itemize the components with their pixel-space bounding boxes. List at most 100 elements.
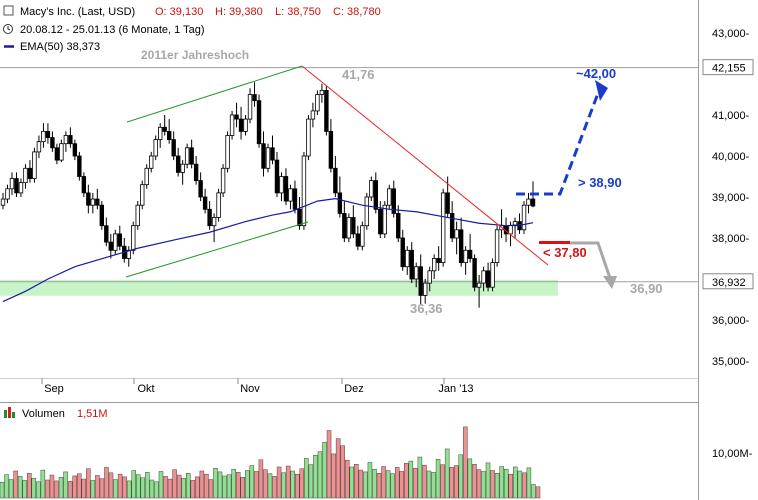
- volume-bar: [22, 480, 27, 499]
- volume-bar: [335, 438, 341, 499]
- volume-bar: [108, 472, 114, 499]
- volume-bar: [90, 480, 96, 499]
- volume-bar: [113, 479, 118, 499]
- volume-bar: [258, 459, 264, 499]
- volume-bar: [304, 458, 309, 499]
- candle: [243, 115, 248, 136]
- volume-bar: [0, 482, 5, 499]
- candle: [149, 151, 154, 173]
- volume-bar: [76, 473, 82, 499]
- candle: [391, 180, 396, 218]
- candle: [41, 123, 46, 148]
- chart-frame: [0, 0, 699, 500]
- volume-bar: [372, 468, 377, 499]
- volume-bar: [190, 480, 196, 499]
- volume-bar: [145, 472, 150, 499]
- volume-bar: [231, 468, 236, 499]
- candle: [99, 201, 105, 230]
- candle: [126, 246, 131, 267]
- candle: [81, 172, 87, 197]
- candle: [225, 131, 230, 173]
- candle: [50, 131, 55, 152]
- volume-bar: [254, 471, 259, 499]
- volume-bar: [49, 474, 55, 499]
- candle: [382, 201, 387, 238]
- candle: [512, 217, 518, 238]
- volume-bar: [367, 462, 373, 499]
- volume-bar: [417, 456, 423, 499]
- breakdown-label: < 37,80: [543, 245, 587, 260]
- volume-bar: [72, 475, 77, 499]
- candle: [346, 213, 352, 243]
- candle: [0, 192, 6, 210]
- volume-bar: [381, 466, 386, 499]
- volume-bar: [27, 473, 32, 499]
- volume-bar: [163, 476, 168, 499]
- candle: [77, 151, 82, 181]
- gray-arrow-head: [603, 276, 617, 289]
- candle: [162, 115, 167, 136]
- volume-bar: [358, 469, 364, 499]
- candle: [283, 168, 289, 206]
- candle: [324, 86, 329, 136]
- volume-bar: [217, 471, 223, 499]
- candle: [292, 180, 298, 214]
- volume-bar: [104, 467, 109, 499]
- candle: [68, 127, 73, 148]
- volume-axis-label: 10,00M-: [712, 448, 753, 460]
- candle: [436, 246, 441, 271]
- candle: [427, 266, 432, 292]
- volume-bar: [235, 472, 241, 499]
- candle: [328, 119, 334, 173]
- candle: [499, 209, 504, 238]
- ema-legend: EMA(50) 38,373: [20, 41, 100, 53]
- ohlc-low: L: 38,750: [275, 6, 321, 18]
- candle: [265, 143, 271, 173]
- candle: [274, 151, 280, 197]
- candle: [369, 176, 374, 202]
- volume-bar: [81, 478, 87, 499]
- candle: [220, 164, 226, 197]
- volume-bar: [222, 475, 227, 499]
- volume-bar: [317, 451, 323, 499]
- y-tick-label: 41,000-: [712, 110, 750, 122]
- volume-bar: [204, 473, 209, 499]
- candle: [306, 115, 311, 161]
- candle: [315, 90, 320, 115]
- volume-bar: [522, 472, 527, 499]
- candle: [45, 123, 51, 144]
- volume-bar: [290, 470, 295, 499]
- candle: [418, 254, 423, 306]
- candle: [319, 83, 325, 103]
- volume-bar: [95, 475, 100, 499]
- volume-bar: [99, 478, 105, 499]
- volume-bar: [67, 481, 73, 499]
- candle: [423, 279, 428, 304]
- candle: [261, 131, 266, 177]
- candle: [288, 184, 293, 210]
- candle: [467, 233, 473, 263]
- volume-bar: [17, 476, 23, 499]
- candle: [166, 119, 172, 144]
- trough-label: 36,36: [410, 301, 443, 316]
- volume-bar: [40, 469, 46, 499]
- volume-bar: [408, 460, 414, 499]
- x-tick-label: Jan '13: [438, 383, 473, 395]
- peak-label: 41,76: [342, 67, 375, 82]
- volume-bar: [508, 473, 513, 499]
- volume-bar: [526, 467, 532, 499]
- candle: [108, 233, 113, 259]
- candle: [400, 229, 405, 271]
- candle: [526, 192, 531, 214]
- volume-bar: [181, 477, 186, 499]
- candle: [342, 201, 347, 243]
- volume-bar: [481, 471, 486, 499]
- candle: [198, 172, 203, 202]
- volume-bar: [322, 441, 327, 499]
- volume-bar: [36, 481, 41, 499]
- target-down-label: 36,90: [630, 281, 663, 296]
- candle: [23, 164, 28, 189]
- candle: [396, 205, 401, 243]
- volume-bar: [158, 471, 164, 499]
- candle: [409, 242, 414, 284]
